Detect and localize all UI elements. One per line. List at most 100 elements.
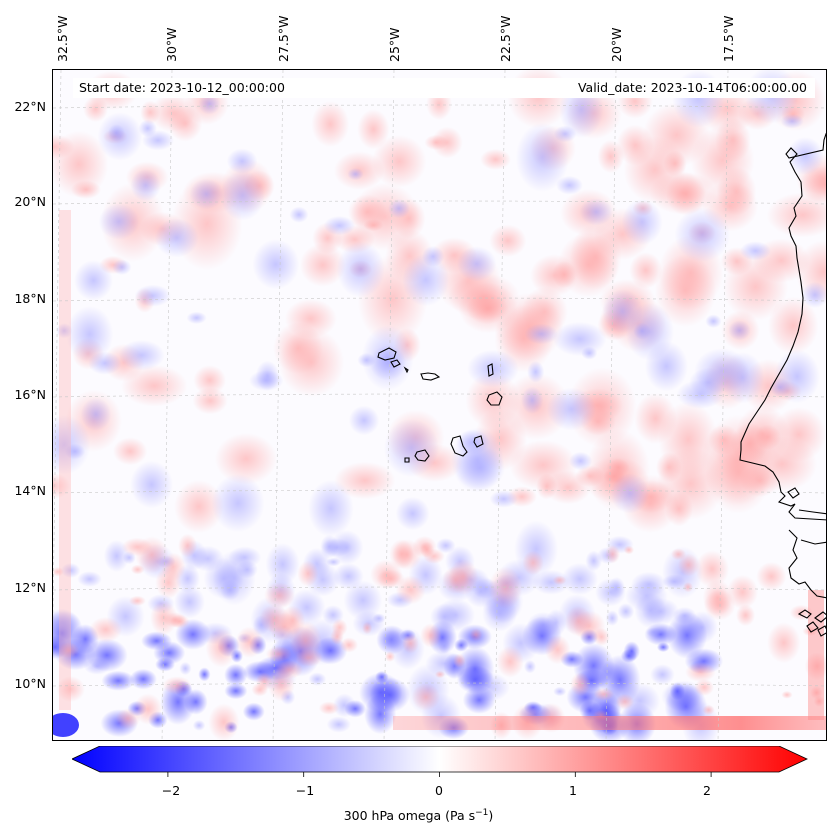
positive-omega-patch bbox=[278, 328, 345, 398]
negative-omega-patch bbox=[252, 239, 300, 290]
colorbar-tick-label: −1 bbox=[295, 783, 315, 798]
lat-label: 18°N bbox=[14, 291, 46, 306]
negative-omega-patch bbox=[489, 490, 518, 508]
subsidence-cell bbox=[162, 676, 192, 695]
negative-omega-patch bbox=[739, 241, 771, 261]
negative-omega-patch bbox=[88, 351, 122, 375]
convective-updraft-cell bbox=[236, 560, 258, 579]
subsidence-cell bbox=[683, 582, 694, 593]
parallel-gridline bbox=[53, 393, 826, 398]
convective-updraft-cell bbox=[326, 716, 351, 733]
negative-omega-patch bbox=[456, 246, 497, 282]
subsidence-cell bbox=[133, 693, 163, 725]
negative-omega-patch bbox=[395, 496, 430, 531]
convective-updraft-cell bbox=[174, 585, 205, 619]
subsidence-cell bbox=[411, 683, 441, 711]
negative-omega-patch bbox=[421, 245, 445, 267]
subsidence-cell bbox=[376, 569, 405, 589]
positive-omega-patch bbox=[569, 223, 622, 290]
negative-omega-patch bbox=[402, 253, 450, 307]
negative-omega-patch bbox=[524, 323, 559, 345]
negative-omega-patch bbox=[141, 130, 175, 151]
positive-omega-patch bbox=[597, 139, 625, 174]
sal-island bbox=[487, 363, 494, 377]
maio-island bbox=[473, 435, 484, 448]
negative-omega-patch bbox=[186, 311, 207, 325]
positive-omega-patch bbox=[193, 365, 227, 396]
map-panel[interactable]: Start date: 2023-10-12_00:00:00 Valid_da… bbox=[52, 69, 827, 741]
lat-label: 14°N bbox=[14, 483, 46, 498]
negative-omega-patch bbox=[546, 387, 597, 431]
convective-updraft-cell bbox=[242, 702, 265, 721]
convective-updraft-cell bbox=[77, 571, 102, 587]
colorbar-tick-label: 0 bbox=[435, 783, 443, 798]
negative-omega-patch bbox=[308, 479, 354, 538]
subsidence-cell bbox=[115, 708, 141, 730]
subsidence-cell bbox=[756, 561, 787, 591]
boundary-band-right bbox=[808, 590, 824, 720]
brava-island bbox=[404, 457, 410, 463]
positive-omega-patch bbox=[530, 254, 579, 297]
negative-omega-patch bbox=[134, 284, 171, 307]
negative-omega-patch bbox=[552, 321, 607, 357]
subsidence-cell bbox=[623, 545, 635, 555]
subsidence-cell bbox=[297, 560, 319, 587]
date-info-bar: Start date: 2023-10-12_00:00:00 Valid_da… bbox=[73, 78, 815, 98]
convective-updraft-cell bbox=[595, 578, 627, 607]
meridian-gridline bbox=[494, 70, 506, 740]
subsidence-cell bbox=[488, 566, 523, 609]
negative-omega-patch bbox=[705, 314, 722, 329]
gridlines bbox=[53, 70, 826, 740]
negative-omega-patch bbox=[220, 170, 265, 221]
negative-omega-patch bbox=[198, 93, 221, 115]
positive-omega-patch bbox=[357, 109, 390, 150]
lon-label: 22.5°W bbox=[498, 15, 513, 62]
negative-omega-patch bbox=[728, 320, 751, 341]
santa-luzia-island bbox=[403, 366, 409, 374]
positive-omega-patch bbox=[767, 296, 819, 355]
convective-updraft-cell bbox=[101, 670, 135, 691]
parallel-gridline bbox=[53, 586, 826, 591]
subsidence-cell bbox=[420, 623, 442, 648]
subsidence-cell bbox=[570, 672, 591, 697]
parallel-gridline bbox=[53, 489, 826, 494]
sao-nicolau-island bbox=[420, 372, 441, 381]
lon-label: 25°W bbox=[387, 27, 402, 62]
negative-omega-patch bbox=[521, 386, 544, 415]
colorbar bbox=[72, 746, 808, 777]
convective-updraft-cell bbox=[344, 700, 367, 718]
convective-updraft-cell bbox=[369, 677, 411, 713]
start-date-label: Start date: 2023-10-12_00:00:00 bbox=[79, 80, 285, 95]
negative-omega-patch bbox=[323, 215, 356, 236]
coastlines bbox=[377, 132, 826, 637]
africa-coastline bbox=[739, 132, 826, 599]
negative-omega-patch bbox=[107, 124, 126, 142]
positive-omega-patch bbox=[53, 130, 109, 198]
boa-vista-island bbox=[486, 391, 503, 406]
convective-updraft-cell bbox=[666, 611, 708, 659]
lat-label: 22°N bbox=[14, 99, 46, 114]
positive-omega-patch bbox=[53, 472, 71, 500]
negative-omega-patch bbox=[98, 203, 140, 240]
convective-updraft-cell bbox=[155, 657, 176, 672]
negative-omega-patch bbox=[579, 198, 613, 226]
positive-omega-patch bbox=[70, 180, 102, 199]
meridian-gridline bbox=[605, 70, 617, 740]
subsidence-cell bbox=[265, 646, 292, 663]
subsidence-cell bbox=[702, 704, 715, 715]
colorbar-label: 300 hPa omega (Pa s−1) bbox=[343, 808, 494, 824]
negative-omega-patch bbox=[130, 460, 174, 509]
subsidence-cell bbox=[726, 574, 759, 610]
meridian-gridline bbox=[272, 70, 284, 740]
positive-omega-patch bbox=[311, 101, 350, 148]
coast-river-inlet bbox=[798, 509, 826, 545]
subsidence-cell bbox=[685, 662, 716, 682]
subsidence-cell bbox=[767, 622, 801, 664]
subsidence-cell bbox=[392, 539, 422, 571]
negative-omega-patch bbox=[348, 405, 380, 436]
lon-label: 17.5°W bbox=[721, 15, 736, 62]
lon-label: 20°W bbox=[609, 27, 624, 62]
boundary-band-left bbox=[59, 210, 71, 710]
positive-omega-patch bbox=[334, 461, 396, 500]
parallel-gridline bbox=[53, 297, 826, 302]
